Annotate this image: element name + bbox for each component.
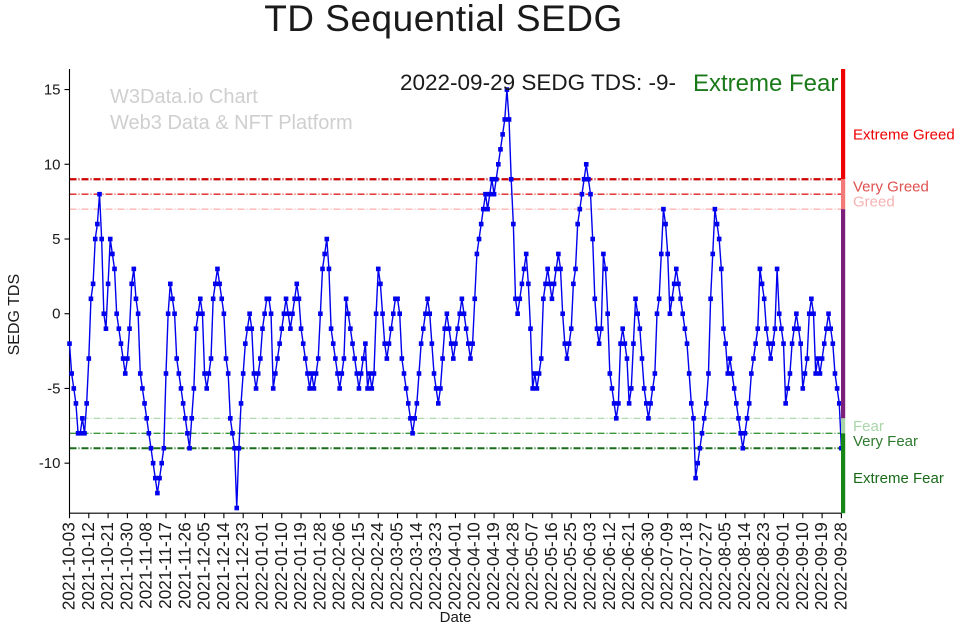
svg-text:2022-06-21: 2022-06-21	[618, 522, 638, 610]
svg-text:2022-07-09: 2022-07-09	[657, 522, 677, 610]
svg-text:SEDG TDS: SEDG TDS	[6, 274, 23, 356]
svg-text:2021-10-30: 2021-10-30	[116, 522, 136, 610]
svg-text:5: 5	[52, 231, 60, 248]
svg-text:2022-02-06: 2022-02-06	[329, 522, 349, 610]
svg-text:2022-08-14: 2022-08-14	[734, 522, 754, 610]
svg-text:2022-07-18: 2022-07-18	[676, 522, 696, 610]
svg-text:2022-04-19: 2022-04-19	[483, 522, 503, 610]
svg-text:2022-04-28: 2022-04-28	[502, 522, 522, 610]
svg-text:2022-05-07: 2022-05-07	[522, 522, 542, 610]
svg-text:2022-06-12: 2022-06-12	[599, 522, 619, 610]
svg-text:2022-07-27: 2022-07-27	[695, 522, 715, 610]
svg-text:2022-09-10: 2022-09-10	[792, 522, 812, 610]
svg-text:2021-11-17: 2021-11-17	[155, 522, 175, 609]
svg-text:2022-04-01: 2022-04-01	[444, 522, 464, 610]
svg-text:2022-08-05: 2022-08-05	[715, 522, 735, 610]
svg-text:15: 15	[44, 82, 61, 99]
svg-text:2022-01-19: 2022-01-19	[290, 522, 310, 610]
svg-text:10: 10	[44, 156, 61, 173]
svg-text:2022-06-03: 2022-06-03	[580, 522, 600, 610]
svg-text:2022-06-30: 2022-06-30	[637, 522, 657, 610]
svg-text:2022-05-16: 2022-05-16	[541, 522, 561, 610]
svg-text:2021-10-03: 2021-10-03	[59, 522, 79, 610]
svg-text:2022-01-10: 2022-01-10	[271, 522, 291, 610]
svg-text:2022-05-25: 2022-05-25	[560, 522, 580, 610]
svg-text:0: 0	[52, 306, 60, 323]
svg-text:2021-10-21: 2021-10-21	[97, 522, 117, 610]
svg-text:2021-12-23: 2021-12-23	[232, 522, 252, 610]
svg-text:2022-03-23: 2022-03-23	[425, 522, 445, 610]
svg-text:2022-02-24: 2022-02-24	[367, 522, 387, 610]
svg-text:2021-12-14: 2021-12-14	[213, 522, 233, 610]
svg-text:2022-09-19: 2022-09-19	[811, 522, 831, 610]
svg-text:2022-03-14: 2022-03-14	[406, 522, 426, 610]
svg-text:Very Fear: Very Fear	[853, 433, 918, 450]
svg-text:2022-03-05: 2022-03-05	[387, 522, 407, 610]
svg-text:2021-10-12: 2021-10-12	[78, 522, 98, 610]
svg-text:2021-11-08: 2021-11-08	[136, 522, 156, 609]
svg-text:-5: -5	[47, 380, 60, 397]
svg-text:2022-01-01: 2022-01-01	[251, 522, 271, 610]
svg-text:2022-04-10: 2022-04-10	[464, 522, 484, 610]
svg-text:2021-11-26: 2021-11-26	[174, 522, 194, 609]
svg-text:2022-02-15: 2022-02-15	[348, 522, 368, 610]
svg-text:2021-12-05: 2021-12-05	[194, 522, 214, 610]
svg-text:2022-09-01: 2022-09-01	[773, 522, 793, 610]
svg-text:Extreme Greed: Extreme Greed	[853, 126, 955, 143]
svg-text:2022-09-28: 2022-09-28	[830, 522, 850, 610]
svg-text:Greed: Greed	[853, 194, 895, 211]
svg-text:Extreme Fear: Extreme Fear	[853, 470, 944, 487]
svg-text:-10: -10	[39, 455, 61, 472]
svg-text:2022-01-28: 2022-01-28	[309, 522, 329, 610]
svg-text:2022-08-23: 2022-08-23	[753, 522, 773, 610]
